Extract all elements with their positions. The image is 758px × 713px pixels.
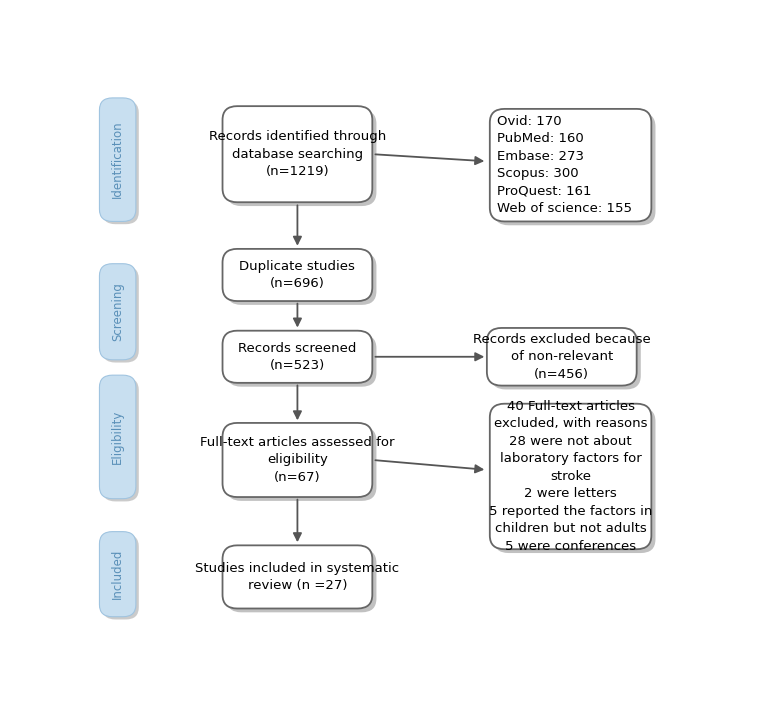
Text: Records identified through
database searching
(n=1219): Records identified through database sear…	[208, 130, 386, 178]
FancyBboxPatch shape	[227, 334, 377, 386]
FancyBboxPatch shape	[490, 404, 651, 549]
Text: Full-text articles assessed for
eligibility
(n=67): Full-text articles assessed for eligibil…	[200, 436, 395, 484]
FancyBboxPatch shape	[490, 109, 651, 222]
FancyBboxPatch shape	[223, 331, 372, 383]
FancyBboxPatch shape	[99, 375, 136, 498]
Text: Records excluded because
of non-relevant
(n=456): Records excluded because of non-relevant…	[473, 333, 650, 381]
FancyBboxPatch shape	[227, 252, 377, 305]
FancyBboxPatch shape	[223, 106, 372, 202]
FancyBboxPatch shape	[102, 534, 139, 620]
Text: Studies included in systematic
review (n =27): Studies included in systematic review (n…	[196, 562, 399, 593]
FancyBboxPatch shape	[494, 408, 656, 553]
FancyBboxPatch shape	[487, 328, 637, 386]
Text: Screening: Screening	[111, 282, 124, 342]
Text: Records screened
(n=523): Records screened (n=523)	[238, 342, 356, 372]
Text: Included: Included	[111, 549, 124, 600]
Text: 40 Full-text articles
excluded, with reasons
28 were not about
laboratory factor: 40 Full-text articles excluded, with rea…	[489, 400, 653, 553]
FancyBboxPatch shape	[223, 423, 372, 497]
Text: Ovid: 170
PubMed: 160
Embase: 273
Scopus: 300
ProQuest: 161
Web of science: 155: Ovid: 170 PubMed: 160 Embase: 273 Scopus…	[496, 115, 632, 215]
Text: Identification: Identification	[111, 121, 124, 198]
FancyBboxPatch shape	[102, 267, 139, 362]
FancyBboxPatch shape	[102, 378, 139, 501]
Text: Duplicate studies
(n=696): Duplicate studies (n=696)	[240, 260, 356, 290]
FancyBboxPatch shape	[227, 427, 377, 501]
FancyBboxPatch shape	[99, 264, 136, 360]
FancyBboxPatch shape	[227, 549, 377, 612]
FancyBboxPatch shape	[223, 545, 372, 608]
FancyBboxPatch shape	[227, 110, 377, 206]
FancyBboxPatch shape	[491, 332, 641, 389]
FancyBboxPatch shape	[99, 532, 136, 617]
FancyBboxPatch shape	[99, 98, 136, 222]
FancyBboxPatch shape	[494, 113, 656, 225]
FancyBboxPatch shape	[102, 101, 139, 224]
Text: Eligibility: Eligibility	[111, 410, 124, 464]
FancyBboxPatch shape	[223, 249, 372, 301]
